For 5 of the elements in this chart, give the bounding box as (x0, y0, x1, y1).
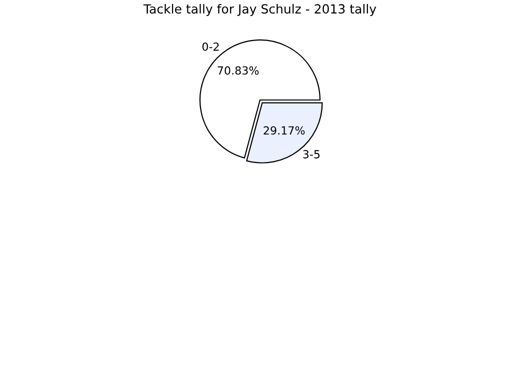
slice-label: 3-5 (303, 150, 320, 158)
data-label: 29.17% (264, 126, 305, 135)
chart-title: Tackle tally for Jay Schulz - 2013 tally (143, 4, 376, 16)
data-label: 70.83% (218, 66, 259, 75)
slice-label: 0-2 (202, 42, 219, 51)
